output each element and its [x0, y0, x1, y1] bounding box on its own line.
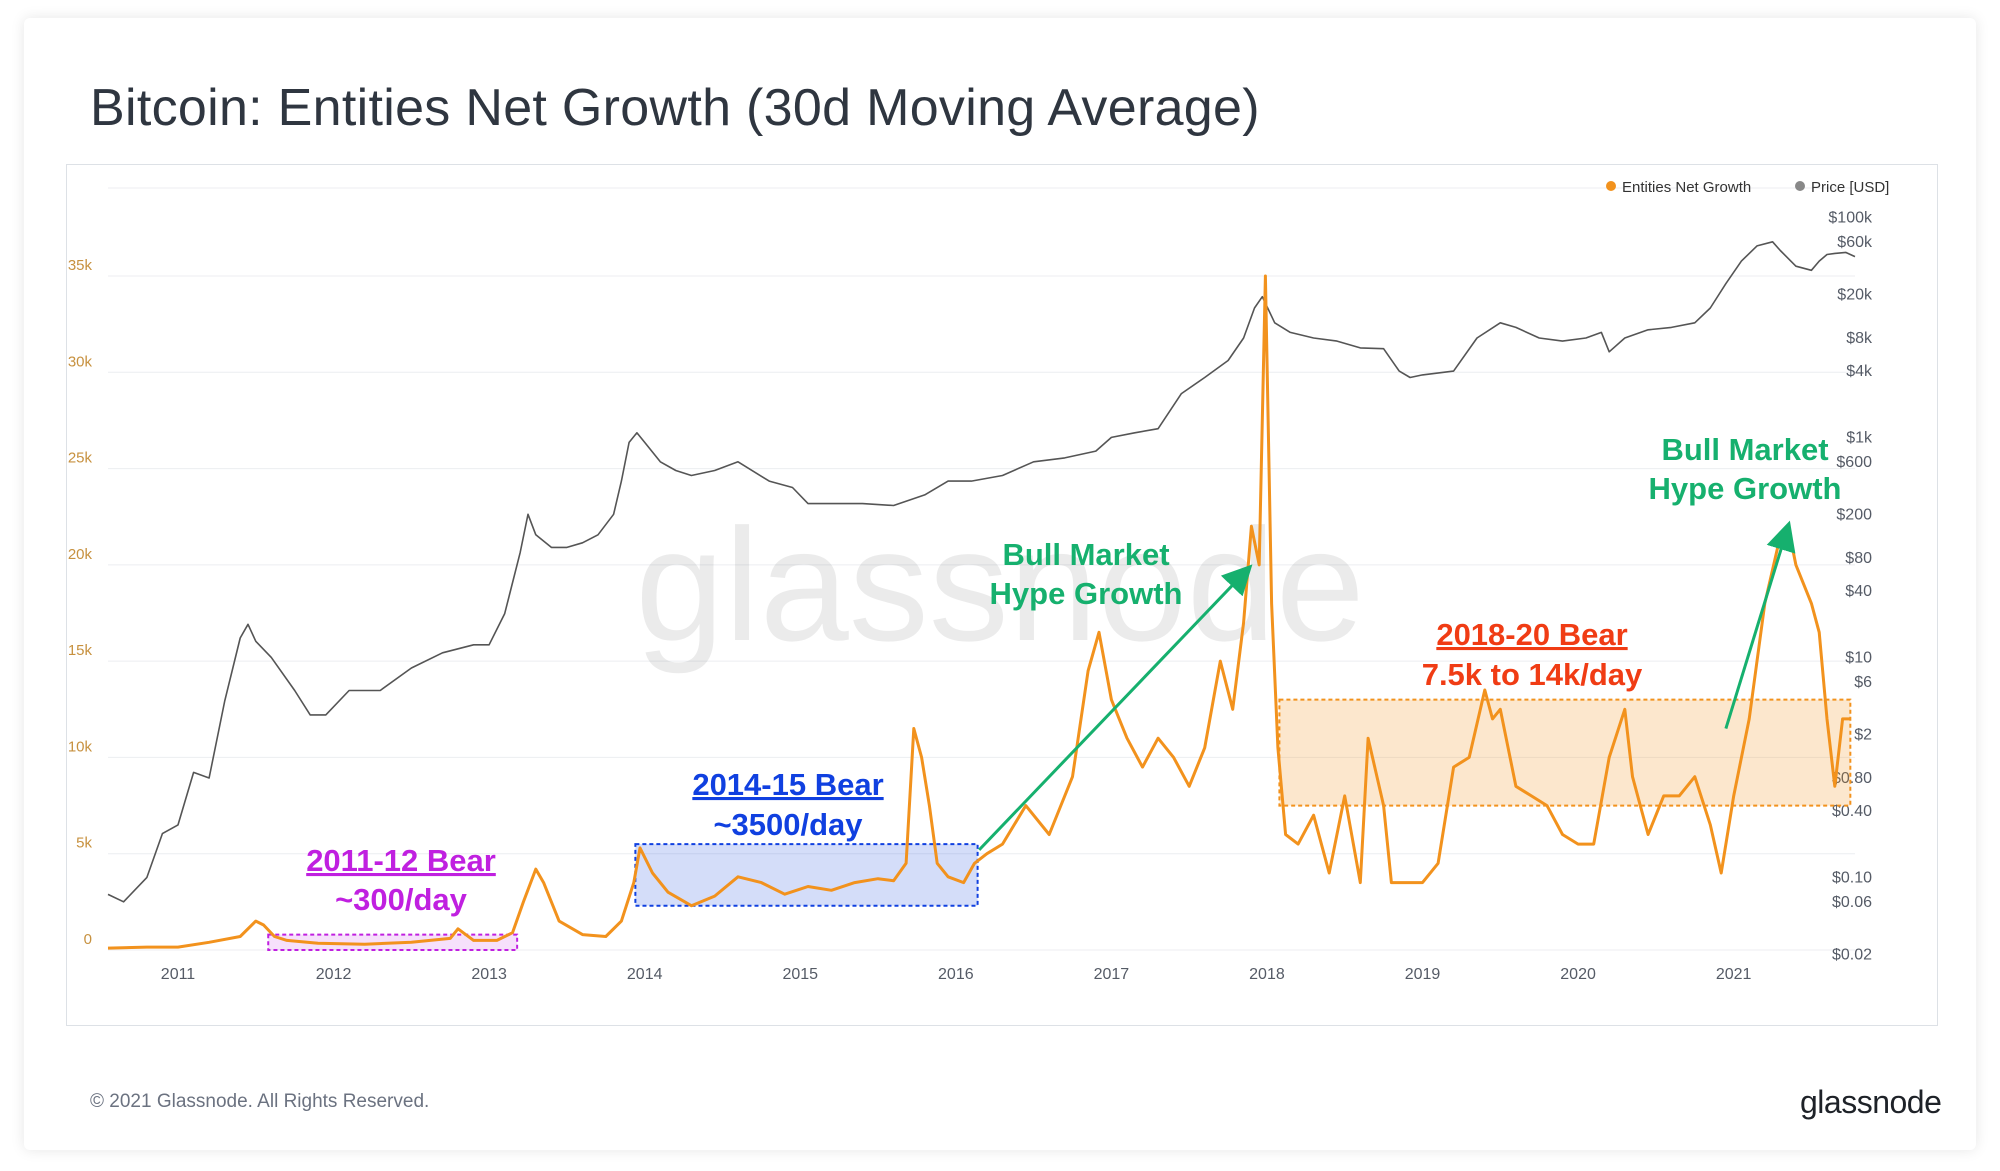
- annotation-subtitle: Hype Growth: [990, 576, 1183, 611]
- price-series-line: [107, 241, 1856, 903]
- hype-arrow: [1724, 520, 1796, 729]
- x-tick-label: 2019: [1405, 966, 1441, 983]
- chart-frame: [66, 164, 1938, 1026]
- legend-growth-marker: [1606, 181, 1616, 191]
- y-right-tick-label: $2: [1854, 726, 1872, 743]
- y-left-tick-label: 5k: [76, 835, 92, 852]
- annotation-title: 2011-12 Bear: [306, 843, 496, 878]
- x-tick-label: 2018: [1249, 966, 1285, 983]
- x-tick-label: 2012: [316, 966, 352, 983]
- annotation-subtitle: Hype Growth: [1649, 471, 1842, 506]
- annotation-subtitle: 7.5k to 14k/day: [1422, 657, 1643, 692]
- x-tick-label: 2017: [1094, 966, 1130, 983]
- annotation-box: [634, 843, 979, 907]
- copyright-text: © 2021 Glassnode. All Rights Reserved.: [90, 1091, 430, 1112]
- y-right-tick-label: $10: [1845, 649, 1872, 666]
- y-right-tick-label: $0.40: [1832, 803, 1872, 820]
- annotation-subtitle: ~300/day: [335, 882, 468, 917]
- brand-logo-text: glassnode: [1800, 1084, 1942, 1120]
- annotation-subtitle: ~3500/day: [713, 807, 863, 842]
- y-left-tick-label: 15k: [68, 642, 93, 659]
- entities-growth-series-line: [107, 274, 1851, 950]
- y-right-tick-label: $40: [1845, 583, 1872, 600]
- x-tick-label: 2015: [782, 966, 818, 983]
- y-left-tick-label: 10k: [68, 738, 93, 755]
- page-title: Bitcoin: Entities Net Growth (30d Moving…: [90, 79, 1260, 137]
- hype-arrow: [978, 564, 1253, 851]
- x-tick-label: 2016: [938, 966, 974, 983]
- y-right-tick-label: $0.02: [1832, 946, 1872, 963]
- legend-growth-label: Entities Net Growth: [1622, 179, 1751, 196]
- y-right-tick-label: $1k: [1846, 429, 1873, 446]
- y-right-tick-label: $0.10: [1832, 869, 1872, 886]
- y-left-tick-label: 30k: [68, 353, 93, 370]
- annotation-title: 2018-20 Bear: [1436, 617, 1627, 652]
- x-tick-label: 2020: [1560, 966, 1596, 983]
- y-left-tick-label: 20k: [68, 546, 93, 563]
- y-right-tick-label: $60k: [1837, 234, 1873, 251]
- annotation-title: Bull Market: [1661, 432, 1828, 467]
- y-right-tick-label: $80: [1845, 550, 1872, 567]
- x-tick-label: 2013: [471, 966, 507, 983]
- x-tick-label: 2011: [161, 966, 196, 983]
- y-right-tick-label: $200: [1836, 506, 1872, 523]
- annotation-title: Bull Market: [1002, 537, 1169, 572]
- y-left-tick-label: 35k: [68, 257, 93, 274]
- legend-price-label: Price [USD]: [1811, 179, 1889, 196]
- y-right-tick-label: $4k: [1846, 363, 1873, 380]
- legend-price-marker: [1795, 181, 1805, 191]
- y-right-tick-label: $0.06: [1832, 894, 1872, 911]
- y-right-tick-label: $100k: [1828, 209, 1873, 226]
- chart-card: Bitcoin: Entities Net Growth (30d Moving…: [24, 18, 1976, 1150]
- y-right-tick-label: $8k: [1846, 330, 1873, 347]
- y-left-tick-label: 0: [84, 931, 92, 948]
- y-right-tick-label: $6: [1854, 674, 1872, 691]
- y-right-tick-label: $0.80: [1832, 770, 1872, 787]
- x-tick-label: 2014: [627, 966, 663, 983]
- annotation-title: 2014-15 Bear: [692, 767, 883, 802]
- y-right-tick-label: $20k: [1837, 286, 1873, 303]
- y-right-tick-label: $600: [1836, 454, 1872, 471]
- y-left-tick-label: 25k: [68, 450, 93, 467]
- x-tick-label: 2021: [1716, 966, 1752, 983]
- annotation-box: [1278, 698, 1852, 807]
